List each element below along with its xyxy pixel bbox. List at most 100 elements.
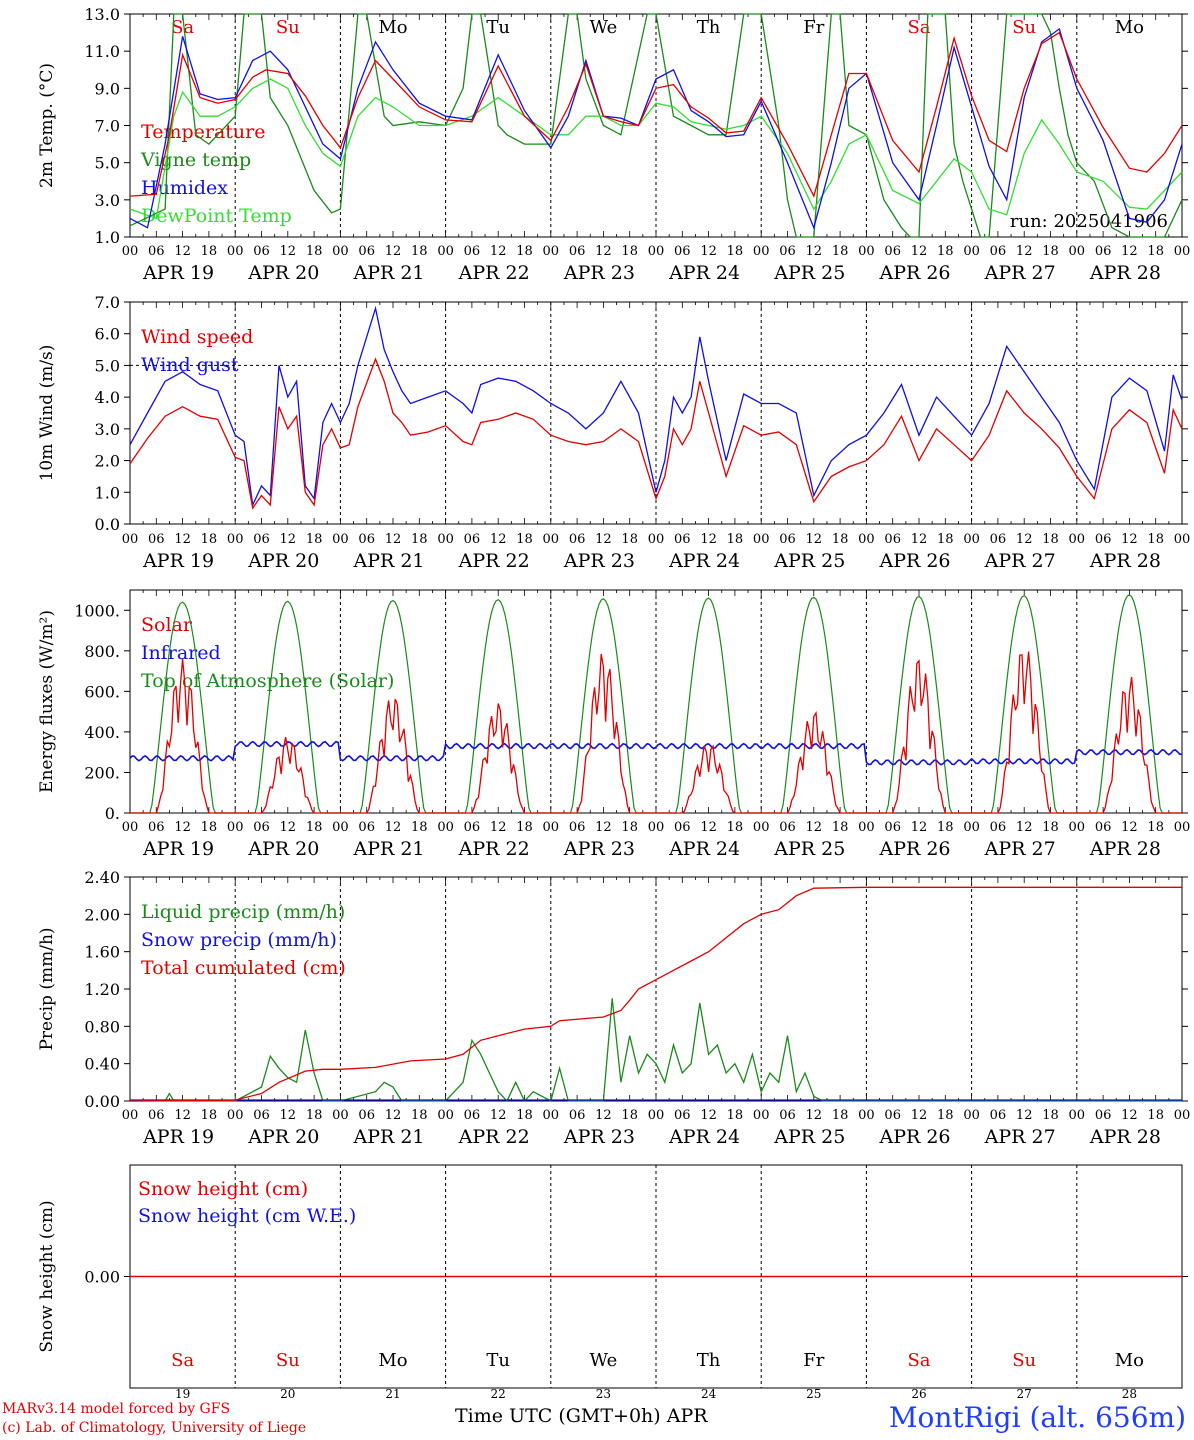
temp-date-label: APR 22 xyxy=(458,262,530,284)
wind-hour-label: 00 xyxy=(858,532,875,547)
wind-y-tick-label: 3.0 xyxy=(95,420,120,439)
energy-hour-label: 18 xyxy=(621,820,638,835)
energy-infrared-line xyxy=(129,740,1183,766)
wind-series-line xyxy=(129,357,1183,510)
lab-credit: (c) Lab. of Climatology, University of L… xyxy=(2,1420,307,1436)
precip-hour-label: 00 xyxy=(858,1108,875,1123)
temp-hour-label: 18 xyxy=(937,244,954,259)
precip-hour-label: 00 xyxy=(437,1108,454,1123)
wind-date-label: APR 28 xyxy=(1089,550,1161,572)
temp-hour-label: 18 xyxy=(1042,244,1059,259)
snow-y-tick-label: 0.00 xyxy=(84,1268,120,1287)
temp-legend-3: DewPoint Temp xyxy=(141,205,292,227)
precip-hour-label: 12 xyxy=(490,1108,507,1123)
precip-hour-label: 12 xyxy=(911,1108,928,1123)
precip-hour-label: 12 xyxy=(1121,1108,1138,1123)
wind-hour-label: 00 xyxy=(227,532,244,547)
temp-date-label: APR 28 xyxy=(1089,262,1161,284)
temp-y-tick-label: 11.0 xyxy=(84,42,120,61)
energy-date-label: APR 27 xyxy=(984,838,1056,860)
temp-hour-label: 00 xyxy=(437,244,454,259)
energy-hour-label: 00 xyxy=(1174,820,1191,835)
energy-y-tick-label: 400. xyxy=(84,723,120,742)
wind-series-line xyxy=(129,305,1183,508)
precip-hour-label: 18 xyxy=(621,1108,638,1123)
wind-hour-label: 06 xyxy=(358,532,375,547)
energy-hour-label: 06 xyxy=(148,820,165,835)
wind-hour-label: 18 xyxy=(201,532,218,547)
temp-hour-label: 00 xyxy=(1174,244,1191,259)
temp-legend-1: Vigne temp xyxy=(140,149,251,171)
snow-weekday-label: Mo xyxy=(378,1350,407,1371)
precip-hour-label: 00 xyxy=(332,1108,349,1123)
snow-day-number: 19 xyxy=(175,1387,190,1401)
temp-hour-label: 12 xyxy=(700,244,717,259)
wind-hour-label: 12 xyxy=(385,532,402,547)
wind-y-tick-label: 1.0 xyxy=(95,483,120,502)
energy-hour-label: 18 xyxy=(727,820,744,835)
wind-hour-label: 18 xyxy=(1147,532,1164,547)
energy-date-label: APR 22 xyxy=(458,838,530,860)
temp-hour-label: 18 xyxy=(832,244,849,259)
energy-hour-label: 00 xyxy=(1069,820,1086,835)
temp-date-label: APR 27 xyxy=(984,262,1056,284)
snow-day-number: 20 xyxy=(280,1387,295,1401)
energy-date-label: APR 28 xyxy=(1089,838,1161,860)
temp-hour-label: 00 xyxy=(332,244,349,259)
energy-hour-label: 18 xyxy=(516,820,533,835)
time-axis-title: Time UTC (GMT+0h) xyxy=(455,1405,661,1427)
snow-legend-1: Snow height (cm W.E.) xyxy=(138,1205,356,1227)
temp-hour-label: 06 xyxy=(253,244,270,259)
wind-hour-label: 00 xyxy=(963,532,980,547)
precip-y-tick-label: 0.80 xyxy=(84,1017,120,1036)
temp-series-line xyxy=(129,13,1183,238)
precip-date-label: APR 24 xyxy=(668,1126,740,1148)
precip-hour-label: 18 xyxy=(516,1108,533,1123)
energy-hour-label: 06 xyxy=(1095,820,1112,835)
temp-hour-label: 00 xyxy=(122,244,139,259)
energy-hour-label: 00 xyxy=(753,820,770,835)
wind-hour-label: 18 xyxy=(411,532,428,547)
precip-hour-label: 18 xyxy=(1147,1108,1164,1123)
snow-y-axis-label: Snow height (cm) xyxy=(37,1200,57,1352)
wind-hour-label: 06 xyxy=(674,532,691,547)
precip-y-tick-label: 0.40 xyxy=(84,1055,120,1074)
temp-hour-label: 06 xyxy=(779,244,796,259)
temp-hour-label: 18 xyxy=(306,244,323,259)
precip-legend-1: Snow precip (mm/h) xyxy=(141,929,337,951)
energy-hour-label: 06 xyxy=(990,820,1007,835)
temp-hour-label: 12 xyxy=(595,244,612,259)
precip-hour-label: 00 xyxy=(543,1108,560,1123)
energy-hour-label: 18 xyxy=(937,820,954,835)
wind-hour-label: 00 xyxy=(543,532,560,547)
wind-y-axis-label: 10m Wind (m/s) xyxy=(37,345,57,482)
temp-weekday-label: Mo xyxy=(1115,17,1144,38)
wind-hour-label: 06 xyxy=(253,532,270,547)
temp-hour-label: 18 xyxy=(201,244,218,259)
snow-day-number: 24 xyxy=(701,1387,717,1401)
wind-date-label: APR 20 xyxy=(247,550,319,572)
wind-hour-label: 18 xyxy=(306,532,323,547)
precip-hour-label: 12 xyxy=(385,1108,402,1123)
wind-hour-label: 00 xyxy=(122,532,139,547)
energy-date-label: APR 26 xyxy=(878,838,950,860)
temp-hour-label: 00 xyxy=(648,244,665,259)
snow-day-number: 21 xyxy=(385,1387,400,1401)
snow-weekday-label: We xyxy=(590,1350,618,1371)
precip-hour-label: 06 xyxy=(464,1108,481,1123)
temp-weekday-label: Su xyxy=(276,17,300,38)
temp-hour-label: 12 xyxy=(280,244,297,259)
wind-hour-label: 12 xyxy=(280,532,297,547)
snow-day-number: 25 xyxy=(806,1387,821,1401)
snow-weekday-label: Tu xyxy=(486,1350,510,1371)
energy-hour-label: 00 xyxy=(332,820,349,835)
energy-hour-label: 06 xyxy=(569,820,586,835)
temp-y-axis-label: 2m Temp. (°C) xyxy=(37,63,57,188)
precip-hour-label: 06 xyxy=(1095,1108,1112,1123)
temp-y-tick-label: 5.0 xyxy=(95,154,120,173)
temp-date-label: APR 26 xyxy=(878,262,950,284)
precip-legend-2: Total cumulated (cm) xyxy=(141,957,346,979)
snow-weekday-label: Sa xyxy=(907,1350,930,1371)
temp-hour-label: 12 xyxy=(1121,244,1138,259)
